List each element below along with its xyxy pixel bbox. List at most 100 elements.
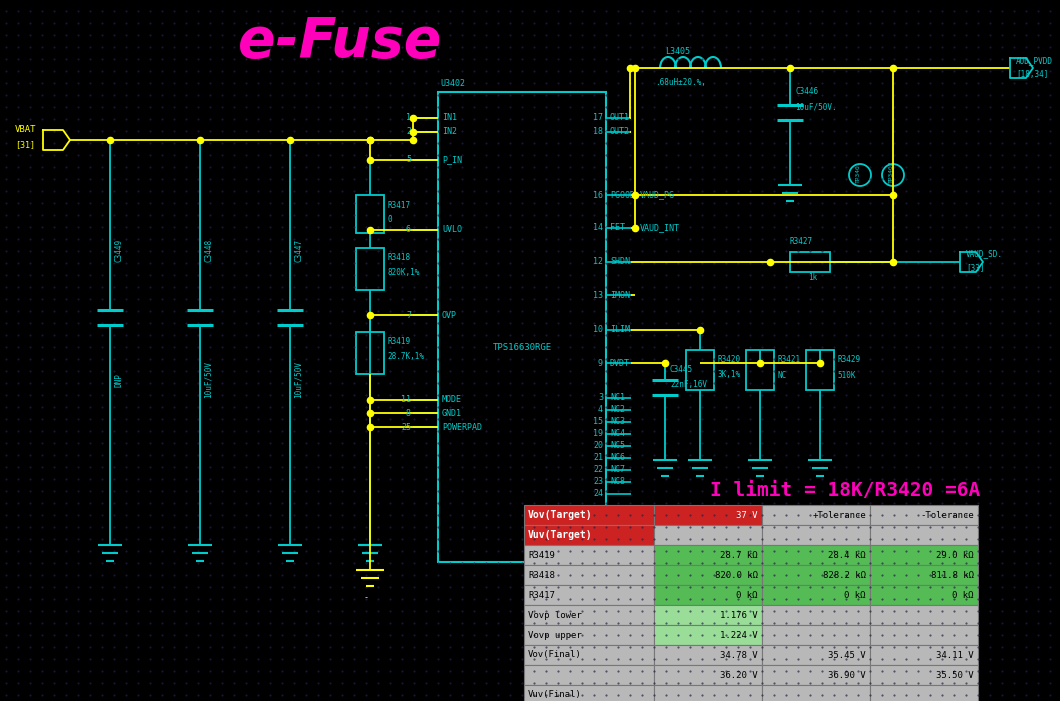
Text: NC2: NC2 [610, 405, 625, 414]
Text: R3418: R3418 [387, 254, 410, 262]
Text: 820K,1%: 820K,1% [387, 268, 420, 278]
Text: 10uF/50V.: 10uF/50V. [795, 102, 836, 111]
Bar [870, 665, 978, 685]
Bar [870, 545, 978, 565]
Text: 20: 20 [593, 442, 603, 451]
Text: e-Fuse: e-Fuse [238, 15, 442, 69]
Bar [870, 585, 978, 605]
Text: OUT1: OUT1 [610, 114, 630, 123]
Text: POWERPAD: POWERPAD [442, 423, 482, 432]
Text: 0 kΩ: 0 kΩ [737, 590, 758, 599]
Bar [524, 525, 654, 545]
Text: 3K,1%: 3K,1% [717, 371, 740, 379]
Bar [524, 585, 654, 605]
Text: [31]: [31] [15, 140, 35, 149]
Bar [686, 350, 714, 390]
Text: 37 V: 37 V [737, 510, 758, 519]
Text: 9: 9 [598, 358, 603, 367]
Text: Vuv(Final): Vuv(Final) [528, 690, 582, 700]
Text: SHDN: SHDN [610, 257, 630, 266]
Text: R3429: R3429 [837, 355, 860, 365]
Text: 34.11 V: 34.11 V [936, 651, 974, 660]
Text: +Tolerance: +Tolerance [812, 510, 866, 519]
Bar [524, 605, 654, 625]
Text: 22: 22 [593, 465, 603, 475]
Text: NC3: NC3 [610, 418, 625, 426]
Text: R3427: R3427 [790, 238, 813, 247]
Text: NC1: NC1 [610, 393, 625, 402]
Text: OUT2: OUT2 [610, 128, 630, 137]
Bar [870, 605, 978, 625]
Text: 4: 4 [598, 405, 603, 414]
Bar [870, 645, 978, 665]
Text: U3402: U3402 [440, 79, 465, 88]
Text: 1k: 1k [808, 273, 817, 283]
Text: VBAT: VBAT [15, 125, 36, 135]
Text: 35.50 V: 35.50 V [936, 670, 974, 679]
Bar [356, 332, 384, 374]
Text: Vovp lower: Vovp lower [528, 611, 582, 620]
Text: R3418: R3418 [528, 571, 554, 580]
Text: 18: 18 [593, 128, 603, 137]
Bar [762, 505, 870, 525]
Bar [524, 625, 654, 645]
Text: Vov(Target): Vov(Target) [528, 510, 593, 520]
Text: 7: 7 [406, 311, 411, 320]
Text: 16: 16 [593, 191, 603, 200]
Text: IMON: IMON [610, 290, 630, 299]
Bar [762, 645, 870, 665]
Bar [762, 625, 870, 645]
Bar [654, 505, 762, 525]
Text: -Tolerance: -Tolerance [920, 510, 974, 519]
Text: 0 kΩ: 0 kΩ [845, 590, 866, 599]
Text: VAUD_SD.: VAUD_SD. [966, 250, 1003, 259]
Text: C3449: C3449 [114, 238, 123, 261]
Bar [762, 545, 870, 565]
Text: [33]: [33] [966, 264, 985, 273]
Text: IN2: IN2 [442, 128, 457, 137]
Text: NC4: NC4 [610, 430, 625, 439]
Text: 11: 11 [401, 395, 411, 404]
Text: 1.176 V: 1.176 V [721, 611, 758, 620]
Text: 510K: 510K [837, 371, 855, 379]
Text: FET: FET [610, 224, 625, 233]
Bar [654, 645, 762, 665]
Text: ILIM: ILIM [610, 325, 630, 334]
Text: 10uF/50V: 10uF/50V [204, 362, 213, 398]
Text: 28.4 kΩ: 28.4 kΩ [828, 550, 866, 559]
Text: 34.78 V: 34.78 V [721, 651, 758, 660]
Text: 0 kΩ: 0 kΩ [953, 590, 974, 599]
Text: 28.7 kΩ: 28.7 kΩ [721, 550, 758, 559]
Text: 23: 23 [593, 477, 603, 486]
Text: VAUD_INT: VAUD_INT [640, 224, 681, 233]
Bar [524, 665, 654, 685]
Text: R3417: R3417 [387, 200, 410, 210]
Bar [356, 248, 384, 290]
Text: R3421: R3421 [777, 355, 800, 365]
Text: 1: 1 [406, 114, 411, 123]
Bar [762, 525, 870, 545]
Text: I limit = 18K/R3420 =6A: I limit = 18K/R3420 =6A [710, 480, 980, 500]
Bar [654, 525, 762, 545]
Bar [870, 525, 978, 545]
Text: C3447: C3447 [294, 238, 303, 261]
Bar [654, 545, 762, 565]
Text: 6: 6 [406, 226, 411, 235]
Text: 29.0 kΩ: 29.0 kΩ [936, 550, 974, 559]
Text: -: - [364, 594, 369, 602]
Text: 820.0 kΩ: 820.0 kΩ [716, 571, 758, 580]
Text: R3420: R3420 [717, 355, 740, 365]
Bar [654, 585, 762, 605]
Bar [524, 545, 654, 565]
Text: 13: 13 [593, 290, 603, 299]
Text: 22nF,16V: 22nF,16V [670, 381, 707, 390]
Bar [806, 350, 834, 390]
Text: C3446: C3446 [795, 88, 818, 97]
Text: 35.45 V: 35.45 V [828, 651, 866, 660]
Text: 12: 12 [593, 257, 603, 266]
Text: .68uH±20.%,: .68uH±20.%, [655, 78, 706, 86]
Bar [654, 605, 762, 625]
Text: C3445: C3445 [670, 365, 693, 374]
Text: 1.224 V: 1.224 V [721, 630, 758, 639]
Text: GND1: GND1 [442, 409, 462, 418]
